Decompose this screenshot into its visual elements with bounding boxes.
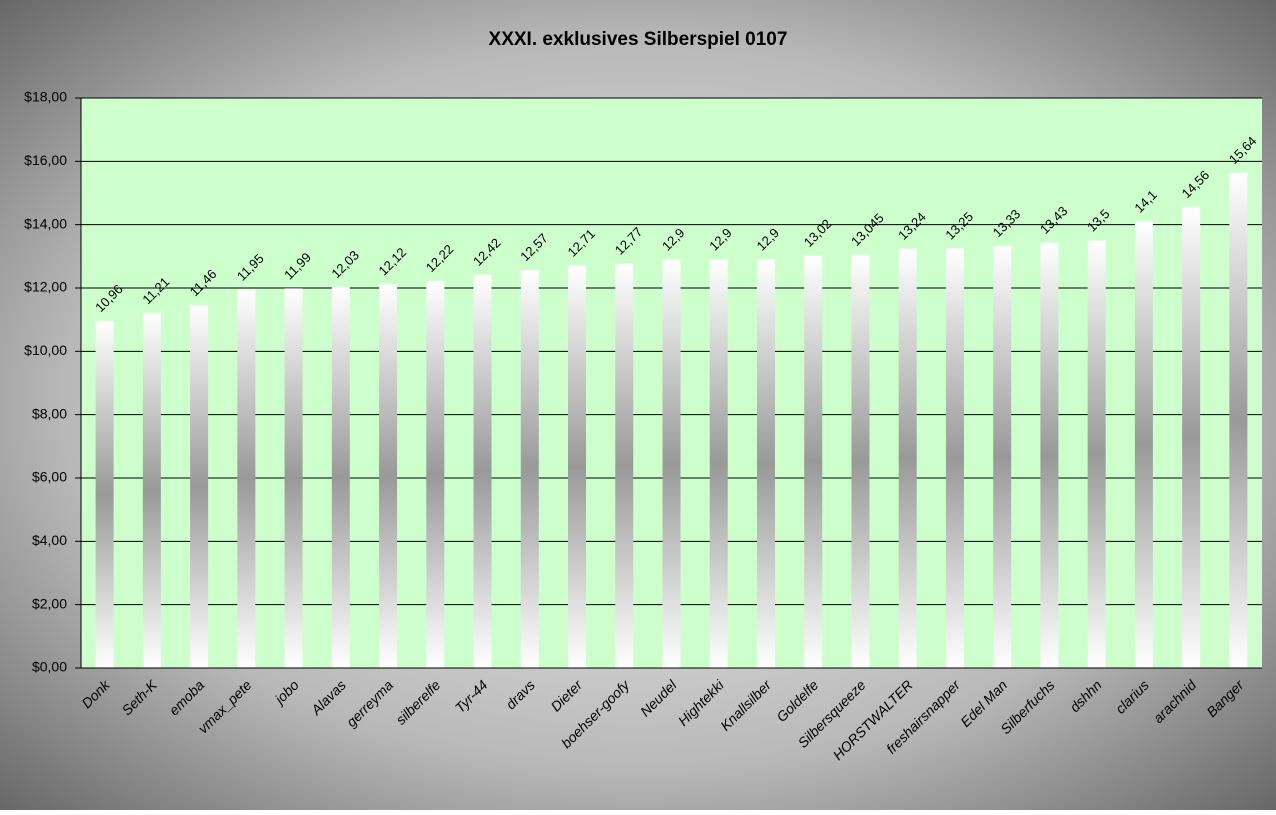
bar: [190, 305, 209, 668]
bar: [142, 313, 161, 668]
bar: [568, 265, 587, 668]
y-tick-label: $0,00: [32, 659, 67, 675]
y-tick-label: $18,00: [24, 89, 67, 105]
y-tick-label: $8,00: [32, 405, 67, 421]
bar: [520, 269, 539, 668]
bar: [662, 259, 681, 668]
y-tick-label: $2,00: [32, 595, 67, 611]
y-tick-label: $14,00: [24, 215, 67, 231]
y-tick-label: $6,00: [32, 469, 67, 485]
y-tick-label: $4,00: [32, 532, 67, 548]
bar: [898, 248, 917, 668]
bar: [615, 263, 634, 668]
bar: [426, 281, 445, 668]
bar: [1182, 206, 1201, 668]
bar: [95, 320, 114, 668]
bar: [756, 259, 775, 668]
bar: [945, 248, 964, 668]
bar: [1229, 172, 1248, 668]
bar: [237, 289, 256, 668]
bar: [331, 287, 350, 668]
bar: [1040, 242, 1059, 668]
bar: [473, 274, 492, 668]
y-tick-label: $10,00: [24, 342, 67, 358]
bar: [1134, 221, 1153, 668]
bar: [1087, 240, 1106, 668]
y-tick-label: $16,00: [24, 152, 67, 168]
bar: [993, 245, 1012, 668]
bar: [284, 288, 303, 668]
bar: [804, 255, 823, 668]
bar: [709, 259, 728, 668]
chart-title: XXXI. exklusives Silberspiel 0107: [489, 29, 788, 50]
y-tick-label: $12,00: [24, 279, 67, 295]
bar: [851, 254, 870, 669]
bar: [379, 284, 398, 668]
